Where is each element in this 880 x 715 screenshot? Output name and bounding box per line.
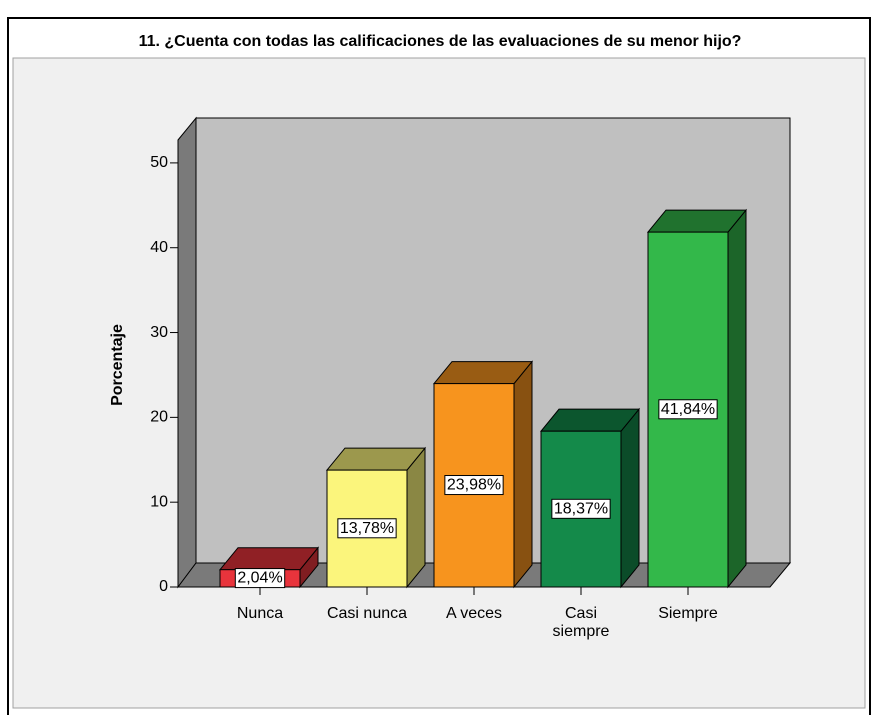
bar-top [218,547,320,571]
bar-top [432,361,534,385]
x-tick-label-box: A veces [445,605,503,622]
y-tick-label: 50 [150,154,168,171]
bar [325,446,427,589]
x-tick-label: Nunca [236,605,284,622]
bar-top [325,447,427,471]
value-label: 2,04% [237,570,282,587]
bar [432,360,534,589]
y-axis-label: Porcentaje [109,324,126,406]
chart-title: 11. ¿Cuenta con todas las calificaciones… [139,33,742,50]
value-label-box [444,475,504,496]
x-tick-label-box: Nunca [236,605,284,622]
bar-side [513,360,533,589]
x-tick-label-box: Casi siempre [552,605,610,640]
x-tick-label: Casi nunca [326,605,408,622]
y-tick-label: 20 [150,409,168,426]
bar-top [539,408,641,432]
bar [539,407,641,589]
x-tick-label-box: Siempre [658,605,718,622]
x-tick-label: A veces [445,605,503,622]
bar-top [646,209,748,233]
bar-side [406,446,426,589]
y-tick-label: 40 [150,239,168,256]
value-label: 23,98% [447,477,501,494]
y-tick-label: 10 [150,493,168,510]
y-tick-label: 0 [159,578,168,595]
bar-side [620,407,640,589]
value-label: 18,37% [554,500,608,517]
bar [646,208,748,589]
value-label-box [337,518,397,539]
bar-side [727,208,747,589]
x-tick-label-box: Casi nunca [326,605,408,622]
value-label: 41,84% [661,401,715,418]
value-label: 13,78% [340,520,394,537]
value-label-box [551,498,611,519]
x-tick-label: Casi siempre [552,605,610,640]
left-wall [177,116,197,589]
value-label-box [658,399,718,420]
y-tick-label: 30 [150,324,168,341]
x-tick-label: Siempre [658,605,718,622]
